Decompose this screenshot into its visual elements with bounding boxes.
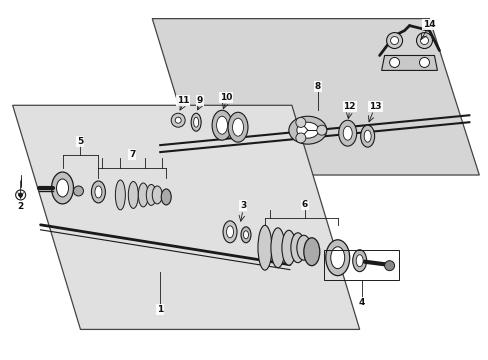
Circle shape	[390, 37, 398, 45]
Ellipse shape	[296, 122, 318, 138]
Ellipse shape	[288, 116, 326, 144]
Ellipse shape	[330, 247, 344, 269]
Ellipse shape	[270, 228, 285, 268]
Polygon shape	[13, 105, 359, 329]
Ellipse shape	[95, 186, 102, 198]
Bar	[323, 250, 398, 280]
Ellipse shape	[216, 116, 227, 134]
Ellipse shape	[303, 238, 319, 266]
Text: 7: 7	[129, 150, 135, 159]
Ellipse shape	[51, 172, 73, 204]
Ellipse shape	[161, 189, 171, 205]
Polygon shape	[381, 55, 437, 71]
Ellipse shape	[241, 227, 250, 243]
Text: 13: 13	[368, 102, 381, 111]
Text: 1: 1	[157, 305, 163, 314]
Ellipse shape	[212, 110, 232, 140]
Circle shape	[384, 261, 394, 271]
Ellipse shape	[57, 179, 68, 197]
Polygon shape	[152, 19, 478, 175]
Ellipse shape	[296, 235, 310, 260]
Text: 4: 4	[358, 298, 364, 307]
Text: 6: 6	[301, 201, 307, 210]
Ellipse shape	[352, 250, 366, 272]
Ellipse shape	[232, 118, 243, 136]
Circle shape	[19, 193, 22, 197]
Ellipse shape	[223, 221, 237, 243]
Ellipse shape	[355, 255, 363, 267]
Text: 5: 5	[77, 137, 83, 146]
Ellipse shape	[191, 113, 201, 131]
Ellipse shape	[138, 183, 148, 207]
Text: 14: 14	[422, 20, 435, 29]
Text: 2: 2	[18, 202, 24, 211]
Ellipse shape	[152, 186, 162, 204]
Circle shape	[171, 113, 185, 127]
Text: 11: 11	[177, 96, 189, 105]
Ellipse shape	[258, 225, 271, 270]
Circle shape	[389, 58, 399, 67]
Text: 9: 9	[197, 96, 203, 105]
Ellipse shape	[115, 180, 125, 210]
Ellipse shape	[364, 130, 370, 142]
Text: 10: 10	[220, 93, 232, 102]
Circle shape	[295, 117, 305, 127]
Text: 8: 8	[314, 82, 320, 91]
Ellipse shape	[128, 181, 138, 208]
Ellipse shape	[243, 231, 248, 239]
Text: 12: 12	[343, 102, 355, 111]
Ellipse shape	[227, 112, 247, 142]
Ellipse shape	[146, 184, 156, 206]
Ellipse shape	[281, 230, 295, 265]
Ellipse shape	[325, 240, 349, 276]
Text: 3: 3	[240, 201, 245, 210]
Ellipse shape	[290, 233, 304, 263]
Circle shape	[419, 58, 428, 67]
Ellipse shape	[338, 120, 356, 146]
Ellipse shape	[193, 117, 198, 127]
Circle shape	[73, 186, 83, 196]
Ellipse shape	[91, 181, 105, 203]
Circle shape	[16, 190, 25, 200]
Ellipse shape	[226, 226, 233, 238]
Circle shape	[295, 133, 305, 143]
Circle shape	[386, 32, 402, 49]
Circle shape	[316, 125, 326, 135]
Ellipse shape	[343, 126, 351, 140]
Circle shape	[175, 117, 181, 123]
Ellipse shape	[360, 125, 374, 147]
Circle shape	[420, 37, 427, 45]
Circle shape	[416, 32, 431, 49]
